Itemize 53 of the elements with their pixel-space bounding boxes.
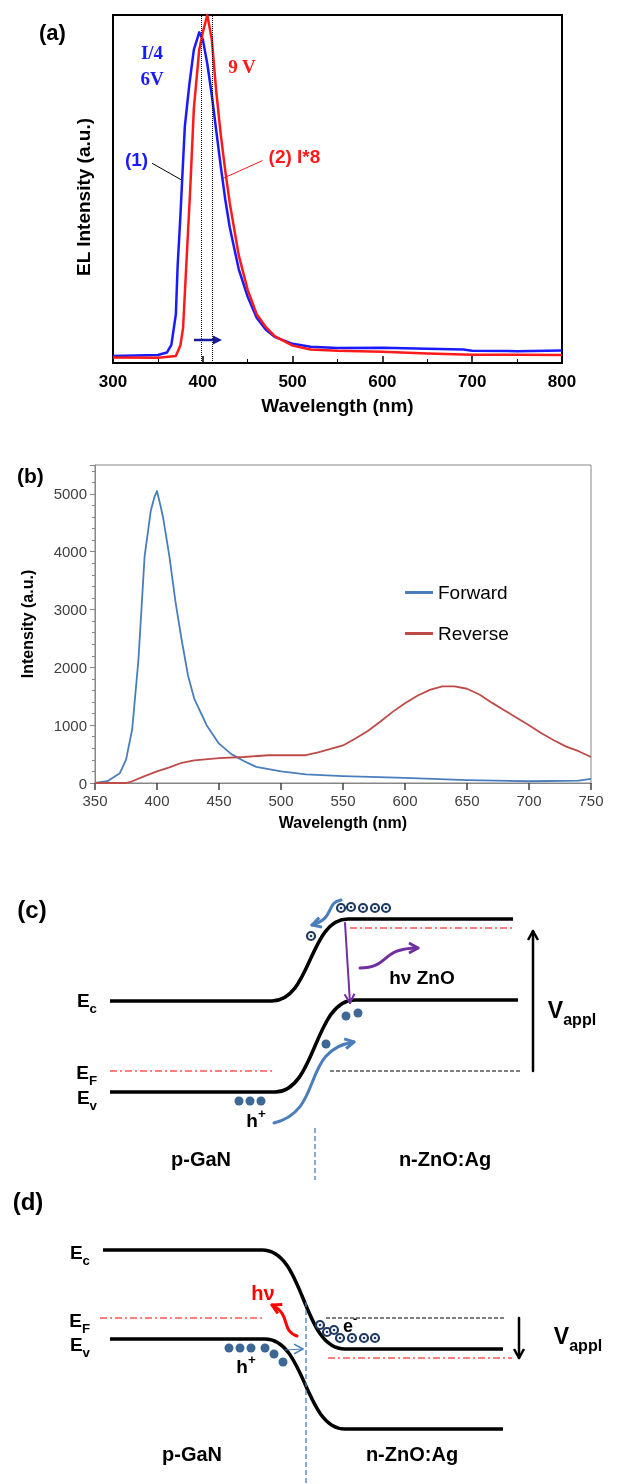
text: h$^{+}$ bbox=[246, 1106, 266, 1132]
x-tick-label: 800 bbox=[547, 372, 577, 391]
text: (c) bbox=[17, 896, 47, 924]
chart-title: (b) bbox=[17, 464, 44, 487]
y-axis-title: EL Intensity (a.u.) bbox=[72, 117, 94, 277]
text: n-ZnO:Ag bbox=[398, 1148, 492, 1171]
x-axis-title: Wavelength (nm) bbox=[261, 395, 414, 416]
text: E$_{v}$ bbox=[69, 1334, 91, 1361]
text: V$_{appl}$ bbox=[553, 1323, 603, 1355]
text: hν ZnO bbox=[389, 967, 455, 989]
annotation: 9 V bbox=[228, 55, 257, 77]
y-tick-label: 1000 bbox=[53, 716, 87, 734]
text: p-GaN bbox=[162, 1443, 222, 1466]
text: p-GaN bbox=[171, 1148, 231, 1171]
annotation: (2) I*8 bbox=[268, 146, 321, 168]
y-axis-title: Intensity (a.u.) bbox=[18, 569, 36, 679]
x-tick-label: 400 bbox=[144, 792, 170, 809]
legend-label: Reverse bbox=[438, 623, 509, 644]
x-tick-label: 750 bbox=[578, 792, 604, 809]
annotation: I/4 bbox=[140, 41, 164, 63]
legend-label: Forward bbox=[438, 582, 508, 603]
text: E$_{c}$ bbox=[76, 990, 97, 1017]
y-tick-label: 0 bbox=[78, 774, 87, 792]
x-tick-label: 450 bbox=[206, 792, 232, 809]
text: n-ZnO:Ag bbox=[365, 1443, 459, 1466]
x-axis-title: Wavelength (nm) bbox=[278, 813, 408, 831]
x-tick-label: 350 bbox=[82, 792, 108, 809]
text: E$_{F}$ bbox=[69, 1310, 90, 1337]
x-tick-label: 400 bbox=[188, 372, 217, 391]
x-tick-label: 600 bbox=[392, 792, 418, 809]
text: E$_{v}$ bbox=[76, 1087, 98, 1114]
x-tick-label: 550 bbox=[330, 792, 356, 809]
x-tick-label: 500 bbox=[268, 792, 294, 809]
x-tick-label: 700 bbox=[516, 792, 542, 809]
annotation: (1) bbox=[124, 148, 149, 170]
text: (d) bbox=[12, 1188, 44, 1216]
text: E$_{F}$ bbox=[76, 1062, 97, 1089]
x-tick-label: 500 bbox=[278, 372, 307, 391]
y-tick-label: 5000 bbox=[53, 485, 87, 503]
x-tick-label: 700 bbox=[458, 372, 487, 391]
y-tick-label: 4000 bbox=[53, 543, 87, 561]
text: E$_{c}$ bbox=[69, 1242, 90, 1269]
text: e$^{-}$ bbox=[342, 1312, 358, 1336]
y-tick-label: 2000 bbox=[53, 658, 87, 676]
text: V$_{appl}$ bbox=[547, 997, 597, 1029]
x-tick-label: 600 bbox=[368, 372, 397, 391]
chart-title: (a) bbox=[39, 19, 66, 45]
text: h$^{+}$ bbox=[236, 1352, 256, 1378]
x-tick-label: 300 bbox=[98, 372, 128, 391]
annotation: 6V bbox=[140, 67, 164, 89]
text: hν bbox=[251, 1282, 275, 1305]
x-tick-label: 650 bbox=[454, 792, 480, 809]
y-tick-label: 3000 bbox=[53, 601, 87, 619]
